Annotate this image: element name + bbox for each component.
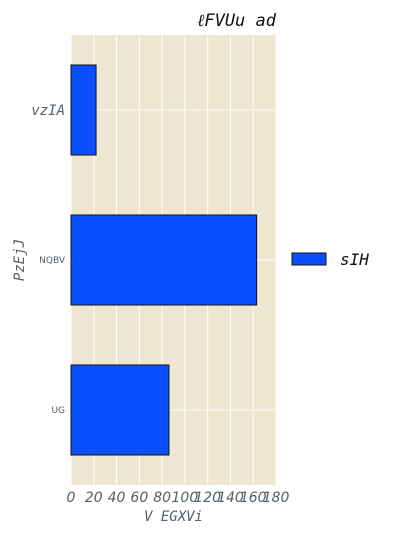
bar-nqbv	[70, 214, 258, 306]
bar-vzia	[70, 64, 97, 156]
legend: sIH	[291, 250, 369, 269]
y-tick-label: UG	[51, 406, 65, 416]
y-tick-label: vzIA	[31, 103, 65, 119]
y-tick-label: NQBV	[39, 256, 66, 266]
bar-ug	[70, 364, 170, 456]
x-tick-label: 160	[240, 490, 267, 506]
x-tick-label: 0	[67, 490, 76, 506]
y-axis-ticks: vzIA NQBV UG	[31, 103, 66, 416]
x-tick-label: 140	[217, 490, 244, 506]
legend-label: sIH	[340, 250, 369, 269]
x-axis-label: V EGXVi	[144, 509, 203, 525]
x-tick-label: 100	[172, 490, 199, 506]
x-tick-label: 60	[130, 490, 148, 506]
x-tick-label: 40	[108, 490, 126, 506]
bars	[70, 64, 258, 456]
x-tick-label: 80	[153, 490, 171, 506]
x-tick-label: 120	[194, 490, 221, 506]
x-tick-label: 20	[85, 490, 103, 506]
x-tick-label: 180	[263, 490, 290, 506]
y-axis-label: PzEjJ	[12, 239, 28, 281]
legend-swatch	[291, 252, 327, 266]
chart-title: ℓFVUu ad	[197, 11, 276, 31]
